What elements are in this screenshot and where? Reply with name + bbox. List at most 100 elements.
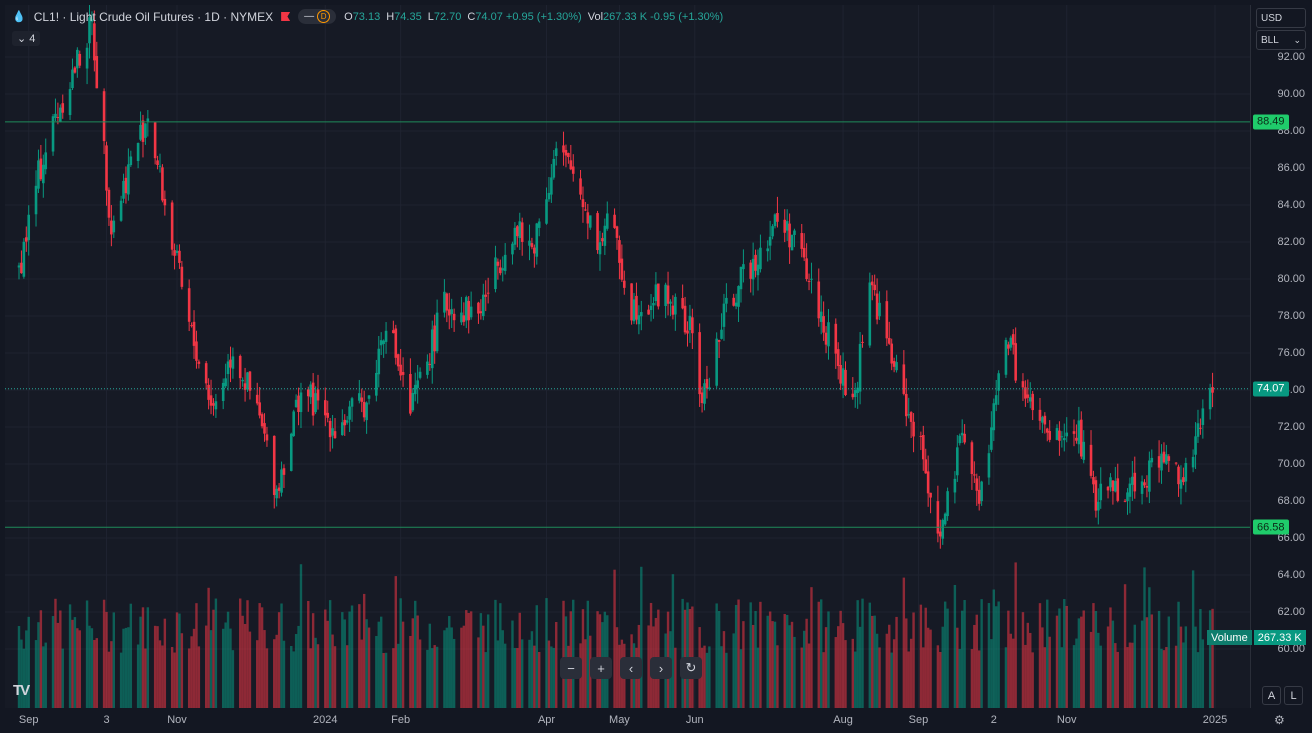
volume-bar [51, 616, 55, 708]
volume-bar [229, 628, 232, 708]
collapse-indicators-button[interactable]: ⌄ 4 [12, 31, 41, 46]
candle-body [197, 361, 201, 364]
candle-body [773, 214, 777, 227]
time-axis[interactable]: Sep 3 Nov 2024 Feb Apr May Jun Aug Sep 2 Nov 2025 [5, 708, 1250, 733]
candle-body [554, 148, 558, 156]
candle-body [328, 420, 332, 438]
candle-body [895, 362, 898, 371]
volume-bar [987, 603, 991, 708]
ohlc-value: 73.13 [352, 10, 381, 23]
candle-body [280, 469, 283, 493]
reset-chart-button[interactable]: ↻ [680, 657, 702, 679]
candle-body [924, 459, 928, 474]
volume-bar [739, 649, 743, 708]
scroll-right-button[interactable]: › [650, 657, 672, 679]
candle-body [51, 116, 55, 152]
zoom-in-button[interactable]: + [590, 657, 612, 679]
volume-bar [1058, 608, 1061, 708]
volume-bar [397, 643, 400, 708]
chevron-down-icon: ⌄ [1293, 34, 1301, 45]
volume-bar [975, 614, 978, 708]
candle-body [1099, 483, 1103, 501]
candle-body [666, 285, 670, 304]
candle-body [822, 316, 825, 333]
volume-bar [333, 646, 337, 708]
candle-body [1133, 472, 1137, 492]
auto-scale-button[interactable]: A [1262, 686, 1281, 705]
symbol-title[interactable]: CL1! · Light Crude Oil Futures · 1D · NY… [33, 9, 274, 24]
candle-body [513, 227, 517, 245]
candle-body [112, 220, 116, 233]
candle-body [759, 247, 762, 270]
price-axis-label: 92.00 [1277, 51, 1305, 63]
log-scale-button[interactable]: L [1284, 686, 1303, 705]
replay-pill[interactable]: — D [298, 9, 337, 24]
scroll-left-button[interactable]: ‹ [620, 657, 642, 679]
candle-body [836, 349, 840, 367]
currency-selector[interactable]: USD [1256, 8, 1306, 28]
volume-bar [119, 652, 123, 708]
price-volume-chart[interactable] [5, 4, 1250, 708]
candle-body [528, 240, 531, 246]
candle-body [1199, 427, 1202, 429]
volume-bar [1007, 610, 1010, 708]
candle-body [360, 397, 364, 402]
volume-bar [460, 627, 463, 708]
volume-bar [715, 603, 718, 708]
volume-bar [231, 650, 235, 708]
volume-bar [742, 621, 745, 708]
unit-selector[interactable]: BLL ⌄ [1256, 30, 1306, 50]
candle-body [691, 317, 694, 334]
candle-body [870, 281, 874, 286]
volume-bar [912, 612, 915, 708]
candle-body [520, 222, 524, 242]
ohlc-value: 74.07 +0.95 (+1.30%) [475, 10, 582, 23]
zoom-out-button[interactable]: − [560, 657, 582, 679]
candle-body [477, 302, 480, 314]
chart-pane[interactable] [5, 4, 1250, 708]
currency-value: USD [1261, 12, 1283, 24]
volume-bar [854, 651, 857, 708]
candle-body [401, 372, 405, 375]
price-axis-label: 78.00 [1277, 310, 1305, 322]
candle-body [683, 305, 687, 333]
volume-tag: Volume 267.33 K [1207, 630, 1306, 645]
candle-body [496, 261, 500, 266]
price-axis[interactable]: 92.00 90.00 88.00 86.00 84.00 82.00 80.00 78.00… [1250, 5, 1312, 708]
candle-body [654, 284, 658, 302]
volume-bar [584, 639, 587, 708]
settings-gear-icon[interactable]: ⚙ [1274, 713, 1285, 727]
candle-body [725, 297, 728, 304]
candle-body [732, 297, 735, 306]
candle-body [698, 332, 701, 395]
volume-bar [890, 652, 893, 708]
volume-bar [873, 615, 876, 708]
candle-body [1123, 500, 1127, 502]
volume-bar [428, 623, 432, 708]
candle-body [768, 236, 772, 246]
volume-bar [59, 610, 62, 708]
candle-body [394, 328, 398, 358]
tradingview-logo-icon[interactable]: TV [13, 682, 30, 699]
volume-bar [751, 624, 755, 708]
candle-body [664, 284, 667, 307]
candle-body [970, 442, 974, 474]
ohlc-label: L [427, 10, 434, 23]
candle-body [688, 315, 692, 331]
red-flag-icon[interactable] [281, 12, 291, 21]
volume-bar [756, 647, 760, 708]
candle-body [1150, 457, 1154, 463]
candle-body [997, 373, 1000, 391]
candle-body [39, 158, 43, 180]
volume-bar [110, 641, 113, 708]
volume-bar [282, 640, 286, 708]
volume-bar [367, 627, 371, 708]
volume-bar [73, 617, 77, 708]
candle-body [306, 389, 310, 397]
candle-body [620, 258, 624, 280]
time-axis-label: 2024 [313, 714, 338, 726]
volume-bar [56, 622, 60, 708]
candle-body [681, 298, 684, 309]
volume-bar [1089, 631, 1093, 708]
candle-body [824, 332, 828, 345]
